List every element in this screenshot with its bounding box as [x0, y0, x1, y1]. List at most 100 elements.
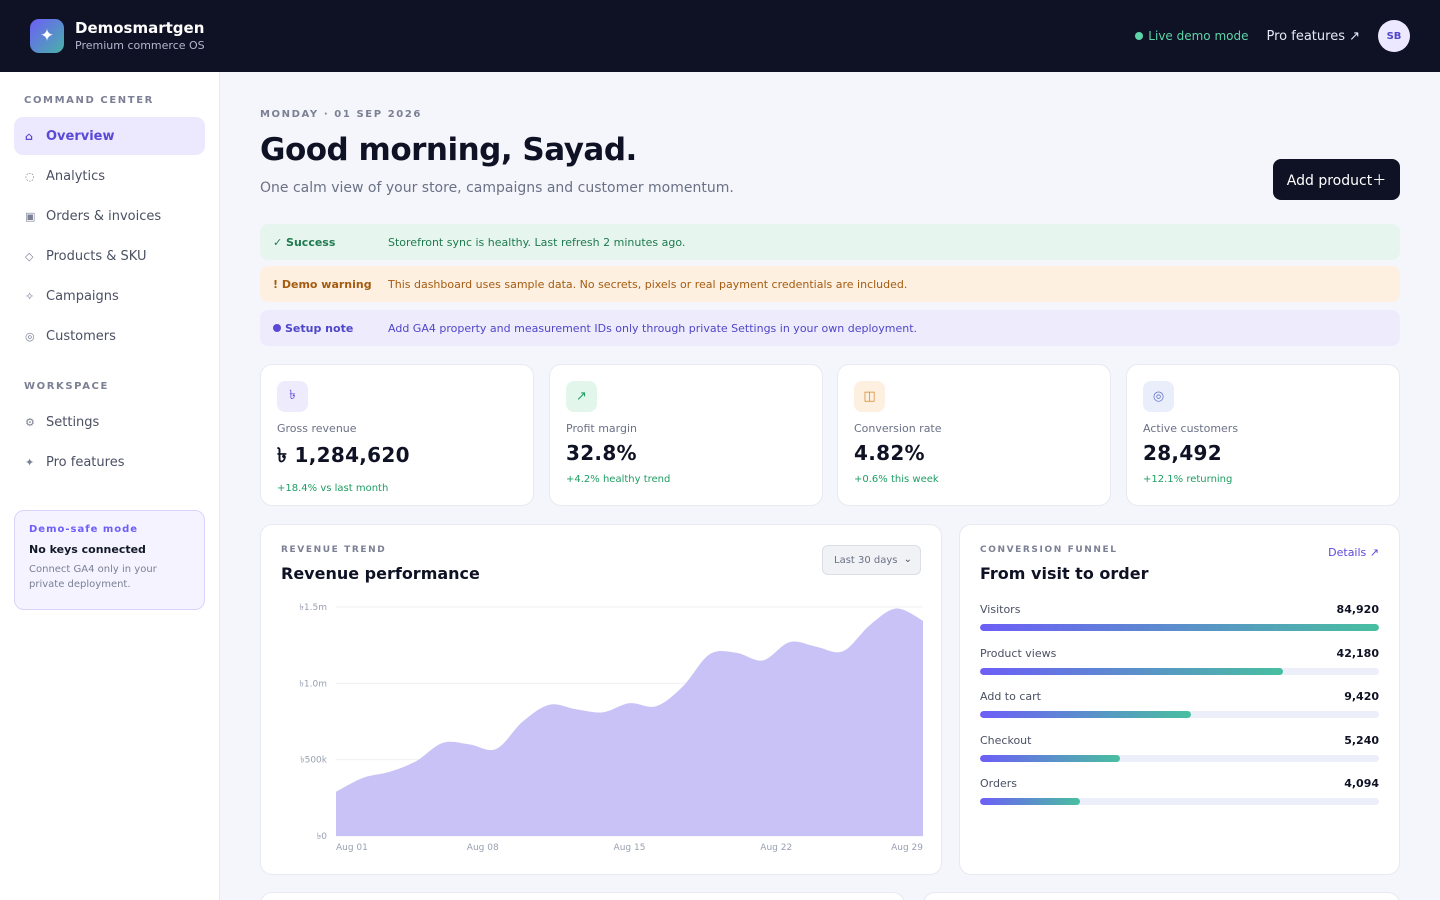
kpi-label: Conversion rate [854, 422, 942, 435]
demo-card-title: Demo-safe mode [29, 524, 139, 535]
bottom-card-left [260, 892, 905, 900]
y-tick-label: ৳500k [300, 756, 328, 766]
sidebar-item-label: Products & SKU [46, 248, 147, 264]
kpi-card-active-customers[interactable]: ◎ Active customers 28,492 +12.1% returni… [1126, 364, 1400, 506]
sidebar-item-label: Customers [46, 328, 116, 344]
sidebar-item-pro-features[interactable]: ✦ Pro features [14, 443, 205, 481]
gear-icon: ⚙ [25, 415, 35, 429]
y-tick-label: ৳1.0m [299, 679, 327, 689]
currency-icon: ৳ [277, 381, 308, 412]
sidebar-item-orders[interactable]: ▣ Orders & invoices [14, 197, 205, 235]
funnel-row: Add to cart 9,420 [980, 690, 1379, 719]
sidebar-item-label: Orders & invoices [46, 208, 162, 224]
funnel-bar-track [980, 667, 1379, 675]
date-range-value: Last 30 days [834, 554, 898, 566]
home-icon: ⌂ [25, 129, 33, 143]
orders-icon: ▣ [25, 209, 36, 223]
funnel-value: 42,180 [1336, 646, 1379, 660]
status-dot-icon [1135, 32, 1144, 40]
funnel-value: 9,420 [1344, 690, 1379, 704]
sidebar-item-products[interactable]: ◇ Products & SKU [14, 237, 205, 275]
funnel-row: Checkout 5,240 [980, 733, 1379, 762]
funnel-row: Orders 4,094 [980, 777, 1379, 806]
alert-setup-text: Add GA4 property and measurement IDs onl… [388, 321, 918, 335]
x-tick-label: Aug 22 [760, 843, 792, 853]
funnel-label: Product views [980, 646, 1057, 660]
sidebar-item-settings[interactable]: ⚙ Settings [14, 403, 205, 441]
brand: Demosmartgen Premium commerce OS [75, 19, 205, 54]
alert-success: ✓ Success Storefront sync is healthy. La… [260, 224, 1400, 260]
revenue-chart: ৳0 ৳500k ৳1.0m ৳1.5m Aug 01 Aug 08 Aug 15 Aug 2… [299, 603, 923, 853]
columns-icon: ◫ [854, 381, 885, 412]
analytics-icon: ◌ [25, 169, 35, 183]
live-demo-label: Live demo mode [1148, 29, 1249, 43]
alert-warning: ! Demo warning This dashboard uses sampl… [260, 266, 1400, 302]
avatar[interactable]: SB [1378, 20, 1410, 52]
app-name: Demosmartgen [75, 18, 205, 37]
funnel-value: 4,094 [1344, 777, 1379, 791]
alert-success-text: Storefront sync is healthy. Last refresh… [388, 235, 686, 249]
y-tick-label: ৳0 [317, 832, 327, 842]
sidebar-item-overview[interactable]: ⌂ Overview [14, 117, 205, 155]
kpi-label: Active customers [1143, 422, 1239, 435]
kpi-label: Profit margin [566, 422, 637, 435]
kpi-card-gross-revenue[interactable]: ৳ Gross revenue ৳ 1,284,620 +18.4% vs la… [260, 364, 534, 506]
revenue-title: Revenue performance [281, 564, 480, 583]
kpi-value: 32.8% [566, 441, 637, 465]
details-link[interactable]: Details ↗ [1328, 546, 1379, 559]
sidebar-item-label: Analytics [46, 168, 106, 184]
funnel-label: Visitors [980, 603, 1021, 616]
funnel-bar-track [980, 624, 1379, 631]
funnel-bar-track [980, 711, 1379, 719]
sidebar-section-workspace: WORKSPACE [24, 381, 109, 392]
funnel-row: Product views 42,180 [980, 646, 1379, 675]
add-product-button[interactable]: Add product＋ [1273, 159, 1400, 200]
customers-icon: ◎ [25, 329, 35, 343]
sidebar-item-label: Pro features [46, 454, 125, 470]
revenue-card: REVENUE TREND Revenue performance Last 3… [260, 524, 942, 875]
funnel-bar-track [980, 754, 1379, 762]
sidebar: COMMAND CENTER ⌂ Overview ◌ Analytics ▣ … [0, 72, 220, 900]
pro-features-link[interactable]: Pro features ↗ [1266, 28, 1361, 44]
page-subtitle: One calm view of your store, campaigns a… [260, 180, 734, 196]
revenue-area-series [336, 608, 923, 836]
kpi-delta: +12.1% returning [1143, 474, 1233, 485]
funnel-eyebrow: CONVERSION FUNNEL [980, 545, 1118, 555]
topbar-actions: Live demo mode Pro features ↗ SB [1135, 20, 1410, 52]
alert-success-label: ✓ Success [273, 235, 336, 249]
funnel-bar-fill [980, 754, 1120, 762]
x-tick-label: Aug 15 [614, 843, 646, 853]
setup-dot-icon [273, 323, 281, 332]
sidebar-item-campaigns[interactable]: ✧ Campaigns [14, 277, 205, 315]
sidebar-item-analytics[interactable]: ◌ Analytics [14, 157, 205, 195]
x-tick-label: Aug 29 [891, 843, 923, 853]
page-date: MONDAY · 01 SEP 2026 [260, 109, 422, 120]
x-tick-label: Aug 08 [467, 843, 499, 853]
funnel-label: Checkout [980, 733, 1032, 747]
funnel-label: Orders [980, 777, 1017, 791]
kpi-card-conversion-rate[interactable]: ◫ Conversion rate 4.82% +0.6% this week [837, 364, 1111, 506]
kpi-value: ৳ 1,284,620 [277, 443, 410, 467]
funnel-bar-track [980, 798, 1379, 806]
funnel-row: Visitors 84,920 [980, 603, 1379, 631]
sidebar-section-command-center: COMMAND CENTER [24, 95, 154, 106]
kpi-card-profit-margin[interactable]: ↗ Profit margin 32.8% +4.2% healthy tren… [549, 364, 823, 506]
sidebar-item-customers[interactable]: ◎ Customers [14, 317, 205, 355]
y-tick-label: ৳1.5m [299, 603, 327, 613]
funnel-card: CONVERSION FUNNEL From visit to order De… [959, 524, 1400, 875]
sparkle-icon: ✦ [25, 455, 35, 469]
x-tick-label: Aug 01 [336, 843, 368, 853]
alert-warning-label: ! Demo warning [273, 277, 372, 291]
chevron-down-icon: ⌄ [903, 554, 912, 565]
demo-card-heading: No keys connected [29, 543, 146, 556]
bottom-card-right [923, 892, 1400, 900]
logo-icon[interactable]: ✦ [30, 19, 64, 53]
page-title: Good morning, Sayad. [260, 132, 637, 168]
demo-card-body: Connect GA4 only in your private deploym… [29, 564, 157, 590]
funnel-bar-fill [980, 711, 1192, 719]
date-range-select[interactable]: Last 30 days ⌄ [822, 545, 921, 575]
kpi-value: 4.82% [854, 441, 925, 465]
funnel-title: From visit to order [980, 564, 1149, 583]
revenue-eyebrow: REVENUE TREND [281, 545, 387, 555]
campaigns-icon: ✧ [25, 289, 35, 303]
